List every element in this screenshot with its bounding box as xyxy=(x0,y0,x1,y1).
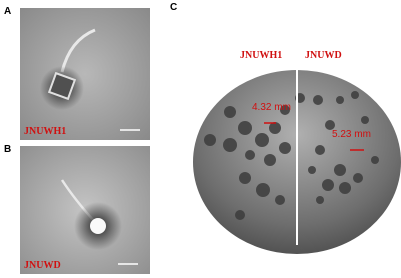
plaque xyxy=(235,210,245,220)
panel-letter: C xyxy=(170,2,177,13)
plaque xyxy=(316,196,324,204)
plaque xyxy=(336,96,344,104)
plaque xyxy=(313,95,323,105)
plaque xyxy=(279,142,291,154)
plaque xyxy=(275,195,285,205)
strain-label: JNUWD xyxy=(305,50,342,61)
strain-label: JNUWD xyxy=(24,260,61,271)
plaque xyxy=(361,116,369,124)
panel-letter: A xyxy=(4,6,11,17)
plaque xyxy=(204,134,216,146)
plaque xyxy=(223,138,237,152)
plaque xyxy=(351,91,359,99)
plaque xyxy=(280,105,290,115)
plaque xyxy=(334,164,346,176)
strain-label: JNUWH1 xyxy=(24,126,66,137)
strain-label: JNUWH1 xyxy=(240,50,282,61)
plaque xyxy=(339,182,351,194)
panel-letter: B xyxy=(4,144,11,155)
plaque xyxy=(224,106,236,118)
plaque xyxy=(255,133,269,147)
measurement: 4.32 mm xyxy=(252,102,291,113)
plaque xyxy=(308,166,316,174)
plaque xyxy=(264,154,276,166)
plaque xyxy=(353,173,363,183)
plaque xyxy=(245,150,255,160)
plaque xyxy=(315,145,325,155)
plaque xyxy=(239,172,251,184)
phage-head xyxy=(47,71,77,101)
phage-head xyxy=(90,218,106,234)
plaque xyxy=(325,120,335,130)
plaque xyxy=(238,121,252,135)
plaque xyxy=(322,179,334,191)
measurement: 5.23 mm xyxy=(332,129,371,140)
micrograph xyxy=(20,8,150,140)
plaque xyxy=(269,122,281,134)
plaque xyxy=(371,156,379,164)
plaque xyxy=(256,183,270,197)
